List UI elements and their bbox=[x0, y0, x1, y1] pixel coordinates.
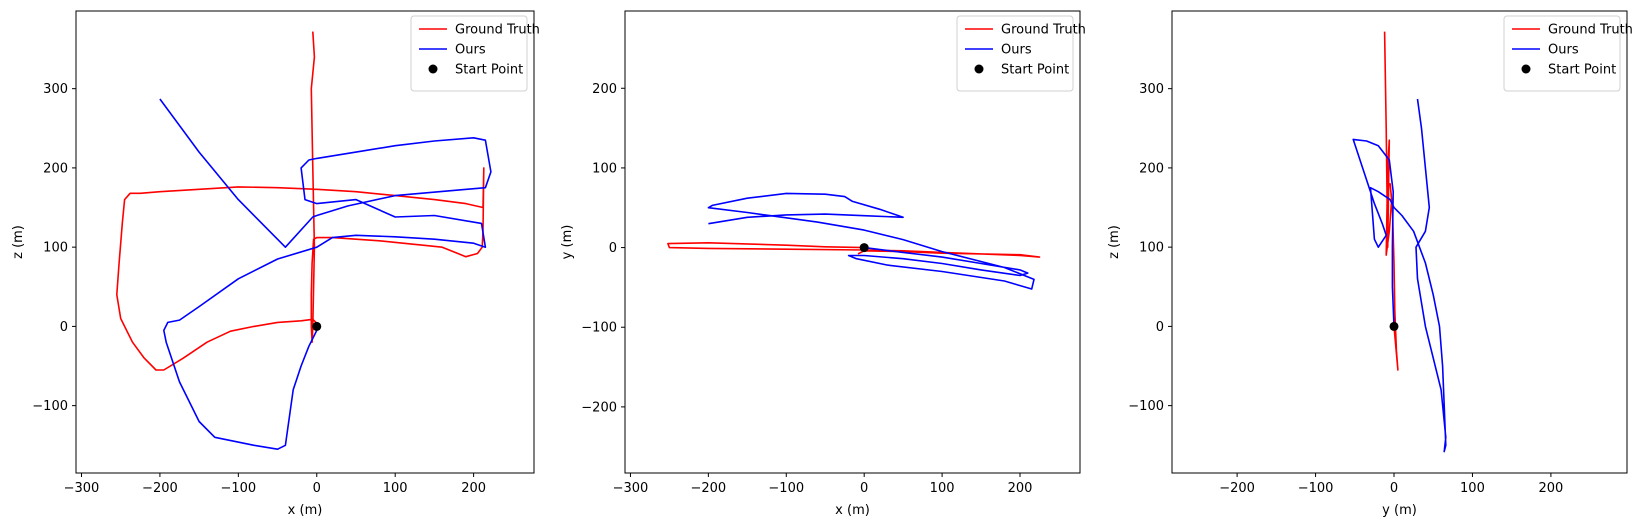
legend: Ground Truth Ours Start Point bbox=[956, 15, 1086, 92]
legend-handle-start-point bbox=[428, 64, 438, 74]
legend-label: Ours bbox=[1548, 43, 1579, 58]
x-tick-label: 0 bbox=[313, 481, 321, 496]
x-tick-label: −100 bbox=[220, 481, 256, 496]
series-line-ours bbox=[1352, 98, 1447, 453]
y-tick-label: 200 bbox=[1139, 161, 1164, 176]
legend-label: Ground Truth bbox=[455, 23, 540, 38]
series-line-ground-truth bbox=[116, 31, 485, 371]
x-tick-label: 200 bbox=[1538, 481, 1563, 496]
y-tick-label: −100 bbox=[32, 399, 68, 414]
legend-label: Start Point bbox=[1548, 63, 1616, 78]
x-tick-label: −300 bbox=[64, 481, 100, 496]
x-tick-label: −200 bbox=[691, 481, 727, 496]
legend-box bbox=[410, 15, 528, 92]
legend-box bbox=[956, 15, 1074, 92]
legend-label: Start Point bbox=[1001, 63, 1069, 78]
x-tick-label: 200 bbox=[1008, 481, 1033, 496]
series-line-ground-truth bbox=[1383, 31, 1399, 371]
y-tick-label: 0 bbox=[60, 320, 68, 335]
x-tick-label: 100 bbox=[930, 481, 955, 496]
y-axis-label: y (m) bbox=[560, 225, 575, 260]
chart-panel-2: −300 −200 −100 0 100 200 −200 −100 0 100 200 x (m) y… bbox=[560, 10, 1086, 518]
start-point-marker bbox=[859, 243, 869, 253]
y-tick-label: −100 bbox=[1128, 399, 1164, 414]
y-tick-label: 300 bbox=[43, 82, 68, 97]
x-tick-label: 100 bbox=[1460, 481, 1485, 496]
y-axis-label: z (m) bbox=[11, 225, 26, 259]
chart-panel-3: −200 −100 0 100 200 −100 0 100 200 300 y (m) z (m) G… bbox=[1107, 10, 1633, 518]
x-tick-label: 0 bbox=[860, 481, 868, 496]
legend-handle-start-point bbox=[1521, 64, 1531, 74]
y-tick-label: −100 bbox=[581, 321, 617, 336]
plot-frame bbox=[75, 10, 535, 474]
legend-label: Ground Truth bbox=[1001, 23, 1086, 38]
y-tick-label: 100 bbox=[592, 161, 617, 176]
y-tick-label: 100 bbox=[1139, 241, 1164, 256]
x-tick-label: −200 bbox=[142, 481, 178, 496]
legend-label: Ground Truth bbox=[1548, 23, 1633, 38]
y-tick-label: −200 bbox=[581, 400, 617, 415]
x-axis-label: x (m) bbox=[835, 503, 870, 518]
legend-label: Ours bbox=[455, 43, 486, 58]
plot-frame bbox=[1171, 10, 1628, 474]
x-axis-label: y (m) bbox=[1382, 503, 1417, 518]
y-tick-label: 100 bbox=[43, 241, 68, 256]
chart-panel-1: −300 −200 −100 0 100 200 −100 0 100 200 300 x (m) z … bbox=[11, 10, 540, 518]
y-axis-label: z (m) bbox=[1107, 225, 1122, 259]
plot-frame bbox=[624, 10, 1081, 474]
x-tick-label: 0 bbox=[1390, 481, 1398, 496]
start-point-marker bbox=[1389, 321, 1399, 331]
x-tick-label: −100 bbox=[1298, 481, 1334, 496]
start-point-marker bbox=[312, 321, 322, 331]
legend-box bbox=[1503, 15, 1621, 92]
legend-label: Ours bbox=[1001, 43, 1032, 58]
y-tick-label: 200 bbox=[592, 82, 617, 97]
x-tick-label: −300 bbox=[613, 481, 649, 496]
legend: Ground Truth Ours Start Point bbox=[1503, 15, 1633, 92]
x-tick-label: 100 bbox=[383, 481, 408, 496]
legend-handle-start-point bbox=[974, 64, 984, 74]
x-tick-label: −100 bbox=[768, 481, 804, 496]
x-tick-label: 200 bbox=[461, 481, 486, 496]
y-tick-label: 300 bbox=[1139, 82, 1164, 97]
legend-label: Start Point bbox=[455, 63, 523, 78]
series-line-ours bbox=[159, 98, 492, 450]
x-tick-label: −200 bbox=[1219, 481, 1255, 496]
x-axis-label: x (m) bbox=[288, 503, 323, 518]
y-tick-label: 0 bbox=[609, 241, 617, 256]
y-tick-label: 0 bbox=[1156, 320, 1164, 335]
series-line-ours bbox=[707, 192, 1035, 290]
legend: Ground Truth Ours Start Point bbox=[410, 15, 540, 92]
y-tick-label: 200 bbox=[43, 161, 68, 176]
